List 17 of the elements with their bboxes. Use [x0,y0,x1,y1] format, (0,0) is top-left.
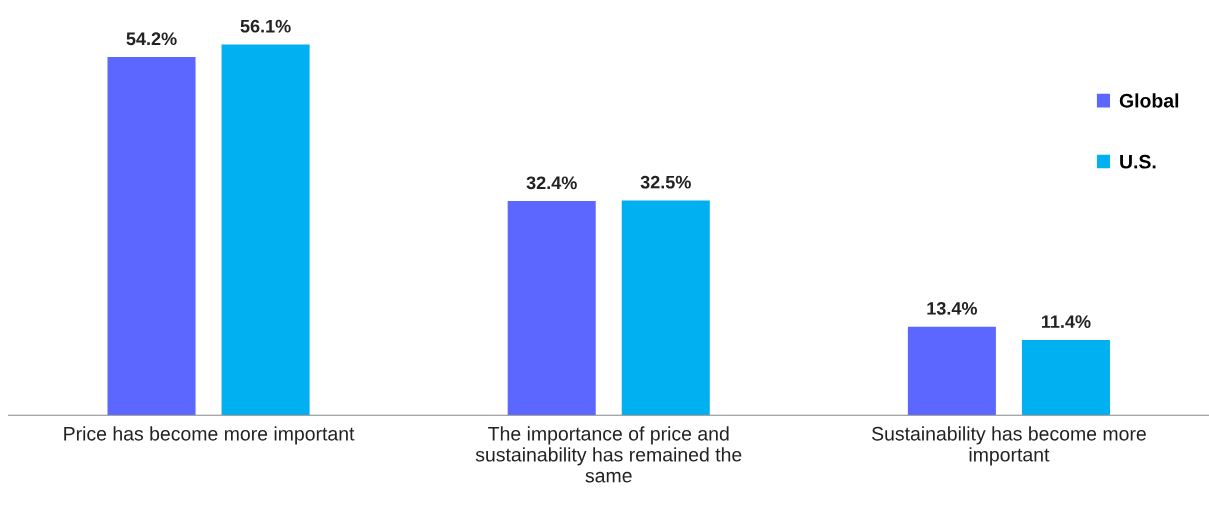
bar [507,201,596,416]
data-label: 56.1% [240,19,291,33]
data-label: 32.5% [640,175,691,189]
data-label: 32.4% [526,176,577,190]
bar [1021,339,1110,416]
x-tick-label: Sustainability has become more important [872,426,1146,466]
data-label: 11.4% [1041,315,1091,328]
data-label: 13.4% [927,301,978,315]
x-tick-label: The importance of price and sustainability has remained the same [475,426,742,483]
legend-label: Global [1119,93,1179,108]
bar [907,326,996,416]
bar [621,200,710,416]
bar [107,57,196,416]
legend-label: U.S. [1120,154,1156,169]
x-tick-label: Price has become more important [64,426,355,445]
bar [221,44,310,416]
data-label: 54.2% [126,32,177,46]
